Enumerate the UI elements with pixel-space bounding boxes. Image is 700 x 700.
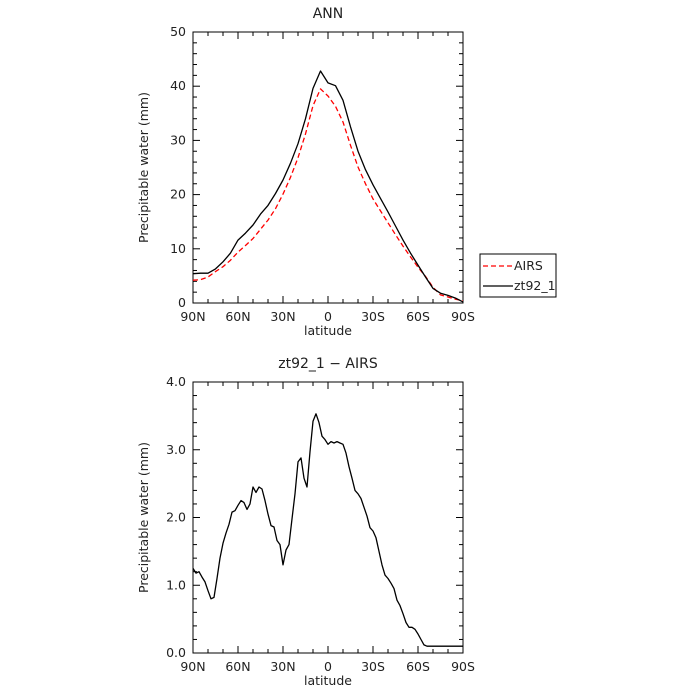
x-tick-label: 30N bbox=[270, 309, 295, 324]
chart-bottom-panel: 90N 60N 30N 0 30S 60S 90S 0.0 1.0 2.0 3.0 4.0 zt92_1… bbox=[136, 356, 475, 688]
x-tick-label: 90S bbox=[451, 309, 475, 324]
legend-label: AIRS bbox=[514, 258, 543, 273]
x-tick-label: 60S bbox=[406, 309, 430, 324]
chart-top-panel: 90N 60N 30N 0 30S 60S 90S 0 10 20 30 40 50 ANN latitud… bbox=[136, 6, 475, 338]
series-line-difference bbox=[192, 413, 463, 647]
legend: AIRS zt92_1 bbox=[479, 253, 557, 298]
y-tick-label: 0.0 bbox=[166, 645, 186, 660]
y-tick-label: 0 bbox=[178, 295, 186, 310]
y-tick-label: 50 bbox=[170, 24, 186, 39]
plot-frame bbox=[192, 381, 464, 654]
y-tick-label: 10 bbox=[170, 241, 186, 256]
legend-label: zt92_1 bbox=[514, 278, 556, 293]
x-tick-label: 0 bbox=[324, 659, 332, 674]
x-tick-label: 60N bbox=[225, 309, 250, 324]
x-tick-label: 60S bbox=[406, 659, 430, 674]
x-axis-label: latitude bbox=[304, 673, 352, 688]
y-tick-label: 30 bbox=[170, 132, 186, 147]
y-tick-label: 2.0 bbox=[166, 510, 186, 525]
y-axis-label: Precipitable water (mm) bbox=[136, 442, 151, 593]
x-tick-label: 90S bbox=[451, 659, 475, 674]
x-axis-label: latitude bbox=[304, 323, 352, 338]
chart-title: zt92_1 − AIRS bbox=[278, 356, 378, 372]
x-tick-label: 30S bbox=[361, 659, 385, 674]
chart-title: ANN bbox=[313, 6, 344, 22]
x-tick-label: 90N bbox=[180, 309, 205, 324]
x-tick-label: 30N bbox=[270, 659, 295, 674]
x-tick-label: 30S bbox=[361, 309, 385, 324]
x-tick-label: 60N bbox=[225, 659, 250, 674]
x-tick-label: 0 bbox=[324, 309, 332, 324]
y-tick-label: 1.0 bbox=[166, 577, 186, 592]
y-tick-label: 4.0 bbox=[166, 374, 186, 389]
y-tick-label: 3.0 bbox=[166, 442, 186, 457]
y-tick-label: 40 bbox=[170, 78, 186, 93]
plot-frame bbox=[192, 31, 464, 304]
y-axis-label: Precipitable water (mm) bbox=[136, 92, 151, 243]
legend-box bbox=[479, 253, 557, 298]
series-line-zt92-1 bbox=[192, 70, 464, 303]
x-tick-label: 90N bbox=[180, 659, 205, 674]
series-line-airs bbox=[192, 88, 464, 302]
y-tick-label: 20 bbox=[170, 187, 186, 202]
